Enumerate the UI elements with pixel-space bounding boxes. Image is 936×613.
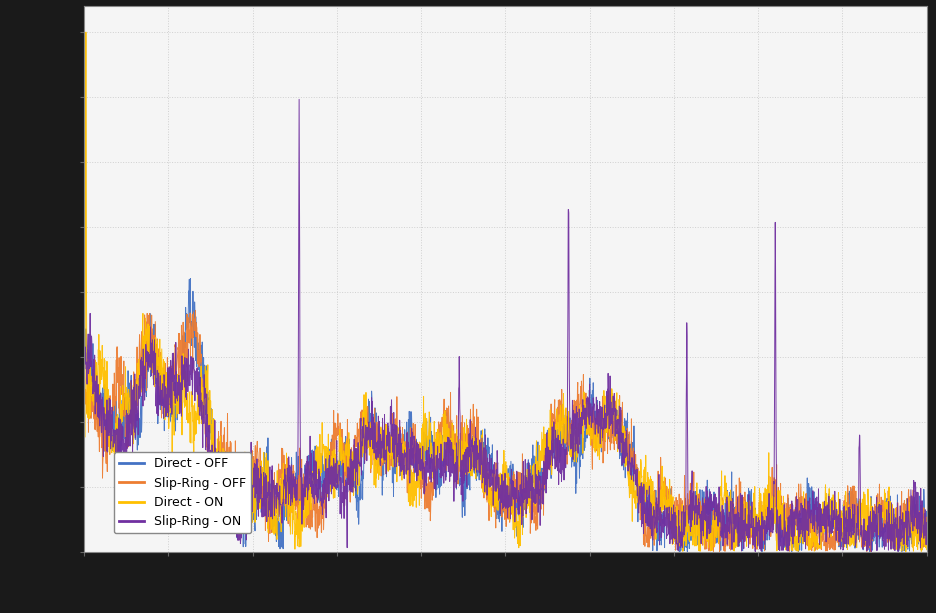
Direct - ON xyxy=(921,546,932,554)
Slip-Ring - ON xyxy=(921,519,932,527)
Slip-Ring - OFF xyxy=(814,525,826,532)
Slip-Ring - ON xyxy=(905,498,916,506)
Direct - ON xyxy=(814,544,826,551)
Direct - OFF xyxy=(225,462,236,469)
Direct - OFF xyxy=(438,458,449,465)
Slip-Ring - ON xyxy=(225,487,236,494)
Slip-Ring - OFF xyxy=(79,386,90,393)
Direct - ON xyxy=(905,508,916,516)
Direct - ON xyxy=(438,435,449,443)
Slip-Ring - OFF xyxy=(175,340,186,347)
Direct - OFF xyxy=(184,275,196,282)
Slip-Ring - ON xyxy=(79,348,90,356)
Slip-Ring - OFF xyxy=(225,461,236,468)
Slip-Ring - ON xyxy=(814,541,826,548)
Slip-Ring - ON xyxy=(294,96,305,103)
Direct - OFF xyxy=(402,468,413,475)
Legend: Direct - OFF, Slip-Ring - OFF, Direct - ON, Slip-Ring - ON: Direct - OFF, Slip-Ring - OFF, Direct - … xyxy=(114,452,251,533)
Line: Slip-Ring - OFF: Slip-Ring - OFF xyxy=(84,310,927,552)
Direct - ON xyxy=(80,28,92,36)
Line: Direct - ON: Direct - ON xyxy=(84,32,927,552)
Direct - OFF xyxy=(79,346,90,354)
Line: Slip-Ring - ON: Slip-Ring - ON xyxy=(84,99,927,552)
Slip-Ring - ON xyxy=(402,444,413,452)
Direct - OFF xyxy=(921,513,932,520)
Slip-Ring - OFF xyxy=(905,517,916,524)
Direct - ON xyxy=(402,474,413,482)
Slip-Ring - OFF xyxy=(865,548,876,555)
Slip-Ring - ON xyxy=(438,463,449,470)
Direct - ON xyxy=(175,398,186,405)
Direct - OFF xyxy=(814,503,826,511)
Direct - OFF xyxy=(674,548,685,555)
Slip-Ring - OFF xyxy=(438,395,449,403)
Direct - OFF xyxy=(175,376,186,384)
Slip-Ring - OFF xyxy=(921,536,932,543)
Direct - ON xyxy=(79,379,90,387)
Slip-Ring - ON xyxy=(866,548,877,555)
Slip-Ring - ON xyxy=(175,379,186,386)
Direct - ON xyxy=(225,479,236,486)
Direct - ON xyxy=(900,548,912,555)
Line: Direct - OFF: Direct - OFF xyxy=(84,278,927,552)
Slip-Ring - OFF xyxy=(190,306,201,314)
Slip-Ring - OFF xyxy=(402,428,413,436)
Direct - OFF xyxy=(905,515,916,522)
